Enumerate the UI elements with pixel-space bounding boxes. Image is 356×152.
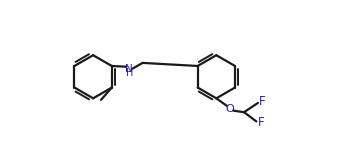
Text: H: H bbox=[126, 68, 133, 78]
Text: O: O bbox=[226, 104, 235, 114]
Text: N: N bbox=[125, 64, 133, 74]
Text: F: F bbox=[259, 95, 266, 108]
Text: F: F bbox=[258, 116, 264, 130]
